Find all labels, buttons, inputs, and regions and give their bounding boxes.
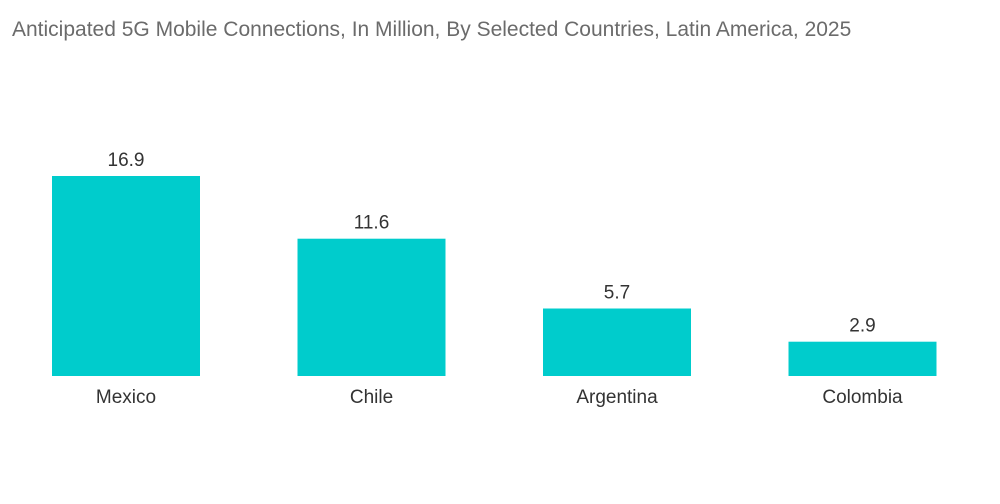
value-label-mexico: 16.9	[108, 150, 145, 171]
category-label-argentina: Argentina	[576, 387, 658, 408]
bar-chile	[297, 238, 446, 376]
value-label-argentina: 5.7	[604, 283, 630, 304]
bar-mexico	[52, 176, 200, 376]
value-label-chile: 11.6	[354, 213, 390, 234]
category-label-chile: Chile	[350, 387, 393, 408]
category-label-colombia: Colombia	[822, 387, 903, 408]
value-label-colombia: 2.9	[849, 316, 875, 337]
category-label-mexico: Mexico	[96, 387, 156, 408]
bar-argentina	[543, 308, 691, 376]
chart-title: Anticipated 5G Mobile Connections, In Mi…	[12, 18, 852, 41]
bar-colombia	[788, 341, 937, 376]
